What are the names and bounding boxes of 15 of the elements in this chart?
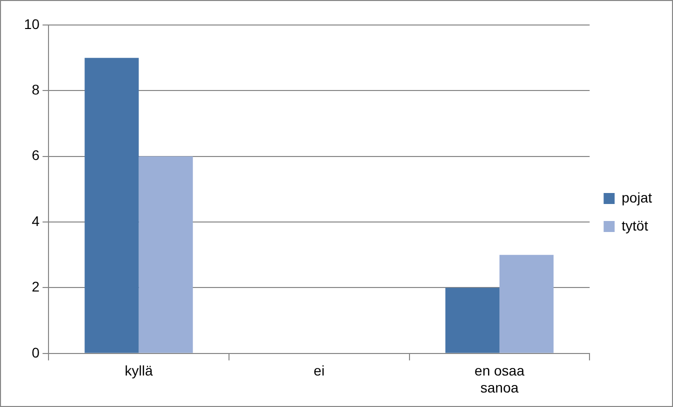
legend-label: pojat [622,189,652,206]
bar [445,288,500,353]
y-tick-label: 8 [32,82,40,98]
y-tick-label: 0 [32,344,40,360]
x-tick-label: en osaa sanoa [474,362,525,396]
y-tick-label: 10 [24,16,40,32]
y-tick-label: 6 [32,147,40,164]
bar [84,58,139,353]
y-tick-label: 2 [32,278,40,295]
bar [138,156,193,353]
bar [499,254,554,353]
y-tick-label: 4 [32,212,40,229]
legend-label: tytöt [622,217,648,234]
x-tick-label: ei [314,362,325,379]
x-tick-label: kyllä [124,362,153,379]
